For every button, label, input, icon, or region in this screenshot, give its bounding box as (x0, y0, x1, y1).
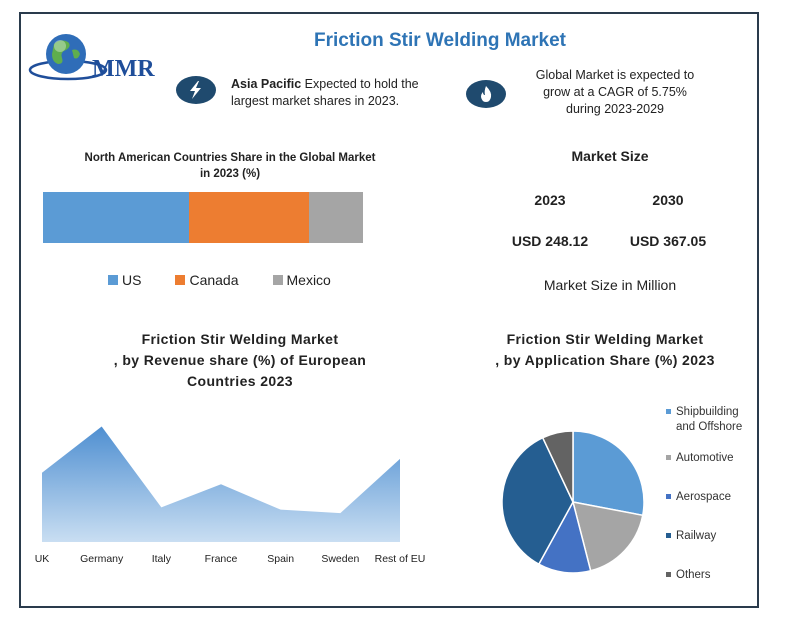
logo-text: MMR (92, 56, 155, 82)
bar-segment-canada (188, 192, 309, 243)
app-pie-chart (501, 430, 645, 574)
highlight-text: Expected to hold the (301, 77, 419, 91)
pie-legend-item: Shipbuilding and Offshore (666, 405, 742, 435)
globe-icon (28, 34, 108, 81)
legend-swatch (108, 275, 118, 285)
app-chart-title-line1: Friction Stir Welding Market (506, 331, 704, 347)
legend-swatch (666, 455, 671, 461)
na-stacked-bar (43, 192, 363, 243)
pie-legend-item: Aerospace (666, 490, 731, 505)
eu-area-chart: UK Germany Italy France Spain Sweden Rest of E… (35, 426, 426, 565)
legend-label: Railway (676, 530, 717, 542)
logo: MMR (28, 30, 168, 90)
x-tick-label: Rest of EU (375, 553, 426, 565)
bolt-icon-badge (176, 76, 216, 104)
market-size-heading: Market Size (571, 148, 649, 164)
eu-chart-title-line3: Countries 2023 (187, 373, 293, 389)
legend-label: and Offshore (676, 421, 743, 433)
page-title: Friction Stir Welding Market (314, 30, 566, 51)
infographic-frame (19, 12, 759, 608)
flame-icon-badge (466, 80, 506, 108)
market-year-2023: 2023 (534, 192, 566, 208)
highlight-cagr-line2: grow at a CAGR of 5.75% (543, 85, 687, 99)
legend-label: Mexico (286, 272, 331, 288)
legend-label: Canada (189, 272, 239, 288)
na-chart-title-line2: in 2023 (%) (199, 168, 261, 180)
highlight-cagr-line3: during 2023-2029 (566, 102, 664, 116)
na-chart-title-line1: North American Countries Share in the Gl… (84, 152, 376, 164)
legend-label: Shipbuilding (676, 406, 739, 418)
x-tick-label: Sweden (321, 553, 359, 565)
na-legend: US Canada Mexico (108, 272, 408, 288)
x-tick-label: Italy (152, 553, 172, 565)
bar-segment-mexico (308, 192, 363, 243)
x-tick-label: France (205, 553, 238, 565)
highlight-text-2: largest market shares in 2023. (231, 94, 400, 108)
area-series (42, 426, 400, 542)
highlight-cagr-line1: Global Market is expected to (535, 68, 695, 82)
legend-item-mexico: Mexico (272, 272, 331, 288)
pie-slice-shipbuilding-and-offshore (572, 430, 645, 517)
bar-segment-us (43, 192, 189, 243)
eu-chart-title: Friction Stir Welding Market , by Revenu… (70, 329, 410, 392)
flame-icon (481, 86, 492, 102)
market-year-2030: 2030 (652, 192, 684, 208)
eu-chart-title-line1: Friction Stir Welding Market (141, 331, 339, 347)
legend-swatch (666, 494, 671, 500)
pie-legend-item: Automotive (666, 451, 734, 466)
legend-swatch (272, 275, 283, 285)
highlight-asia-pacific: Asia Pacific Expected to hold the larges… (231, 76, 441, 110)
x-tick-label: Germany (80, 553, 124, 565)
pie-slice-automotive (571, 501, 644, 572)
pie-slice-others (541, 430, 574, 503)
market-value-2023: USD 248.12 (511, 233, 589, 249)
app-chart-title-line2: , by Application Share (%) 2023 (495, 352, 715, 368)
legend-label: Automotive (676, 452, 734, 464)
legend-swatch (175, 275, 186, 285)
market-size-note: Market Size in Million (543, 277, 677, 293)
legend-swatch (666, 409, 671, 415)
highlight-cagr: Global Market is expected to grow at a C… (515, 67, 715, 118)
pie-legend-item: Others (666, 568, 711, 583)
bolt-icon (190, 81, 201, 99)
eu-chart-title-line2: , by Revenue share (%) of European (113, 352, 367, 368)
legend-label: Aerospace (676, 491, 731, 503)
x-tick-label: UK (35, 553, 50, 565)
app-chart-title: Friction Stir Welding Market , by Applic… (475, 329, 735, 371)
highlight-bold: Asia Pacific (231, 77, 302, 91)
x-tick-label: Spain (267, 553, 294, 565)
legend-swatch (666, 572, 671, 578)
legend-swatch (666, 533, 671, 539)
legend-label: US (122, 272, 142, 288)
na-chart-title: North American Countries Share in the Gl… (60, 150, 400, 182)
legend-label: Others (676, 569, 711, 581)
pie-legend-item: Railway (666, 529, 716, 544)
market-value-2030: USD 367.05 (629, 233, 707, 249)
legend-item-canada: Canada (175, 272, 239, 288)
pie-slice-railway (501, 436, 574, 566)
legend-item-us: US (108, 272, 141, 288)
